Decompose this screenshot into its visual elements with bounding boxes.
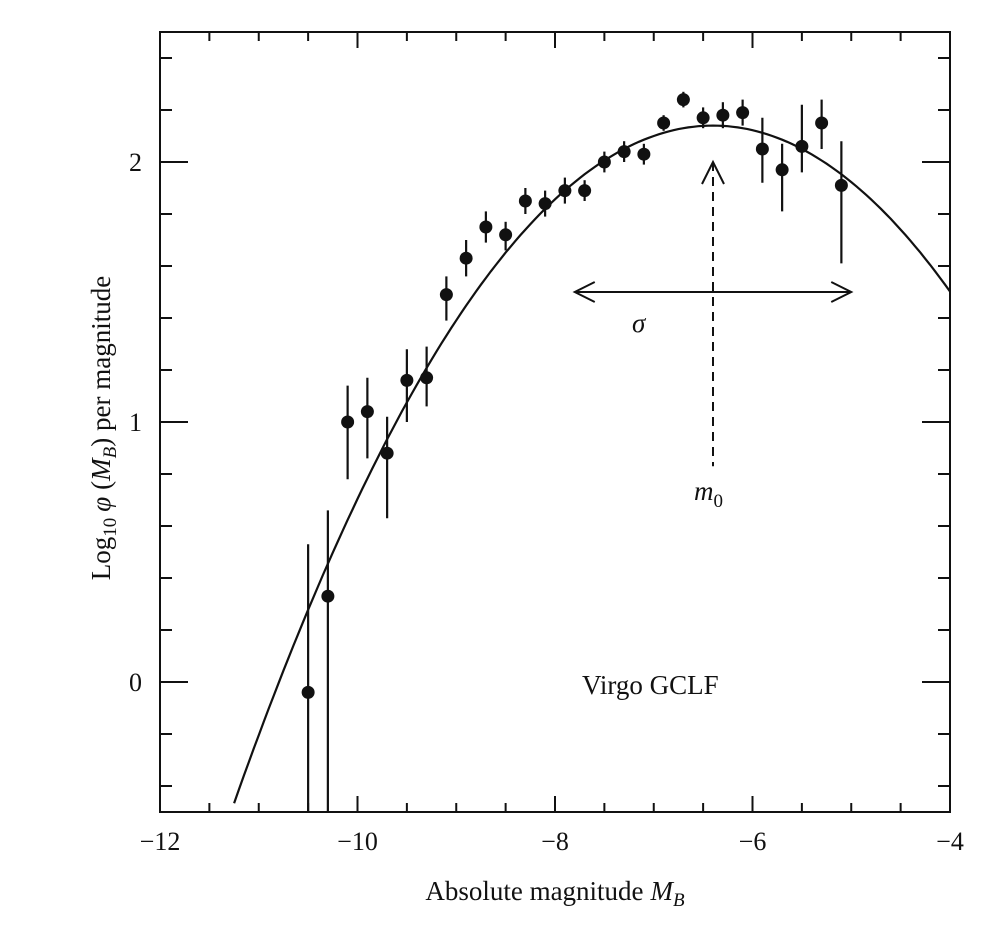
data-point (321, 589, 335, 603)
data-point (538, 197, 552, 211)
data-point (459, 251, 473, 265)
data-point (716, 108, 730, 122)
y-axis-title-rest: ) per magnitude (86, 276, 116, 447)
y-axis-title-B: B (100, 446, 121, 458)
x-tick-label: −6 (739, 827, 767, 856)
data-point (420, 371, 434, 385)
data-point (795, 139, 809, 153)
data-point (479, 220, 493, 234)
data-point (834, 178, 848, 192)
x-tick-label: −8 (541, 827, 569, 856)
data-point (775, 163, 789, 177)
data-point (400, 373, 414, 387)
sigma-arrow-head-left (572, 281, 596, 303)
gaussian-fit-curve (233, 124, 951, 804)
x-axis-title-symbol: M (650, 876, 675, 906)
annotation-virgo-gclf: Virgo GCLF (582, 670, 719, 700)
y-axis-title-open: ( (86, 481, 116, 490)
data-point (499, 228, 513, 242)
axis-ticks (159, 32, 951, 812)
m0-arrow-head (701, 159, 725, 185)
y-axis-title-log: Log (86, 537, 116, 581)
data-point (558, 184, 572, 198)
data-point (597, 155, 611, 169)
y-tick-label: 1 (129, 408, 142, 437)
data-point (380, 446, 394, 460)
x-tick-label: −10 (337, 827, 378, 856)
m0-label-main: m (694, 476, 714, 506)
data-point (657, 116, 671, 130)
data-point (617, 145, 631, 159)
y-axis-title-M: M (86, 457, 116, 482)
y-axis-title-sub10: 10 (100, 518, 121, 537)
data-point (301, 685, 315, 699)
data-point (676, 93, 690, 107)
m0-label-sub: 0 (714, 491, 724, 512)
data-point (755, 142, 769, 156)
x-tick-label: −12 (140, 827, 181, 856)
y-tick-label: 0 (129, 668, 142, 697)
data-point (696, 111, 710, 125)
data-point (736, 106, 750, 120)
x-axis-title-sub: B (673, 890, 685, 911)
data-point (439, 288, 453, 302)
y-tick-label: 2 (129, 148, 142, 177)
data-point (578, 184, 592, 198)
data-point (637, 147, 651, 161)
x-tick-label: −4 (936, 827, 964, 856)
data-point (360, 405, 374, 419)
y-axis-title: Log10 φ (MB) per magnitude (86, 276, 121, 581)
sigma-label: σ (632, 308, 647, 338)
data-point (815, 116, 829, 130)
data-point (341, 415, 355, 429)
m0-arrow (701, 159, 725, 467)
tick-labels: −12 −10 −8 −6 −4 0 1 2 (129, 148, 964, 856)
m0-label: m0 (694, 476, 723, 512)
x-axis-title-text: Absolute magnitude (425, 876, 643, 906)
sigma-arrow (572, 281, 854, 303)
data-points (301, 91, 848, 812)
x-axis-title: Absolute magnitude MB (425, 876, 685, 911)
y-axis-title-phi: φ (86, 497, 116, 512)
data-point (518, 194, 532, 208)
sigma-arrow-head-right (830, 281, 854, 303)
plot-frame (159, 31, 951, 813)
